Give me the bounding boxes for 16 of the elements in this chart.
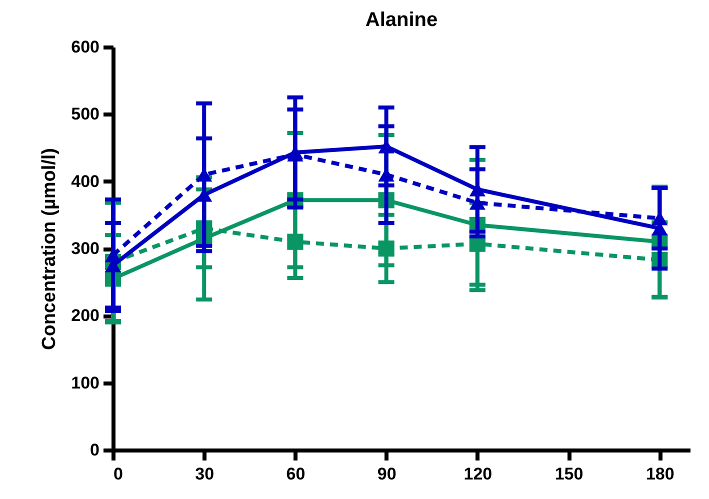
x-tick-label: 0 bbox=[114, 464, 123, 484]
y-tick-label: 200 bbox=[71, 306, 100, 326]
x-tick-label: 60 bbox=[286, 464, 306, 484]
x-tick-label: 90 bbox=[377, 464, 396, 484]
x-tick-label: 30 bbox=[195, 464, 214, 484]
y-tick-label: 600 bbox=[71, 38, 100, 56]
x-tick-label: 180 bbox=[646, 464, 674, 484]
y-tick-label: 500 bbox=[71, 104, 100, 124]
y-tick-label: 0 bbox=[90, 440, 100, 460]
y-tick-label: 400 bbox=[71, 172, 100, 191]
chart-title: Alanine bbox=[365, 9, 438, 31]
y-axis-title: Concentration (µmol/l) bbox=[39, 148, 60, 350]
y-tick-label: 300 bbox=[71, 239, 100, 258]
x-tick-label: 150 bbox=[554, 464, 584, 484]
x-tick-label: 120 bbox=[464, 464, 492, 484]
y-tick-label: 100 bbox=[71, 373, 100, 392]
